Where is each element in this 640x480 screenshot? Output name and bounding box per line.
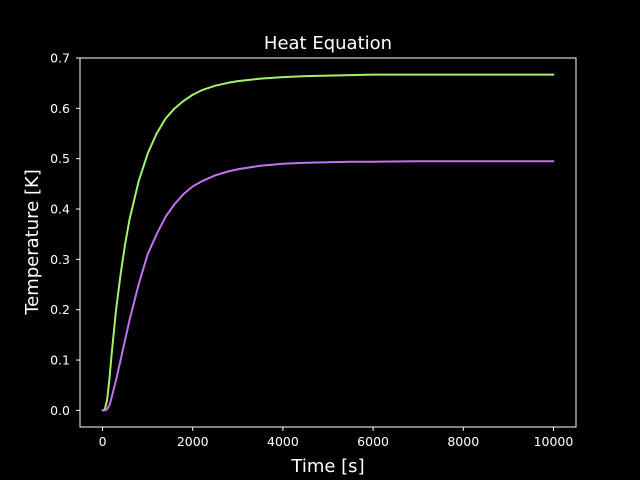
x-tick-label: 0 bbox=[99, 434, 107, 449]
x-tick-label: 8000 bbox=[447, 434, 479, 449]
y-tick-label: 0.7 bbox=[50, 51, 70, 66]
axes-frame bbox=[79, 57, 577, 428]
series-line-1 bbox=[101, 73, 555, 412]
y-tick-label: 0.2 bbox=[50, 302, 70, 317]
x-axis-ticks: 0 2000 4000 6000 8000 10000 bbox=[99, 427, 574, 449]
y-axis-ticks: 0.0 0.1 0.2 0.3 0.4 0.5 0.6 0.7 bbox=[50, 51, 80, 418]
x-tick-label: 4000 bbox=[267, 434, 299, 449]
series-line-2 bbox=[101, 160, 555, 412]
x-axis-label: Time [s] bbox=[290, 456, 364, 477]
y-tick-label: 0.4 bbox=[50, 202, 70, 217]
x-tick-label: 2000 bbox=[177, 434, 209, 449]
y-tick-label: 0.1 bbox=[50, 353, 70, 368]
y-tick-label: 0.5 bbox=[50, 151, 70, 166]
x-tick-label: 6000 bbox=[357, 434, 389, 449]
chart-title: Heat Equation bbox=[264, 33, 392, 54]
axes-border bbox=[79, 57, 577, 428]
y-tick-label: 0.3 bbox=[50, 252, 70, 267]
y-tick-label: 0.6 bbox=[50, 101, 70, 116]
y-axis-label: Temperature [K] bbox=[22, 169, 43, 316]
y-tick-label: 0.0 bbox=[50, 403, 70, 418]
x-tick-label: 10000 bbox=[534, 434, 574, 449]
plot-lines bbox=[101, 73, 555, 412]
